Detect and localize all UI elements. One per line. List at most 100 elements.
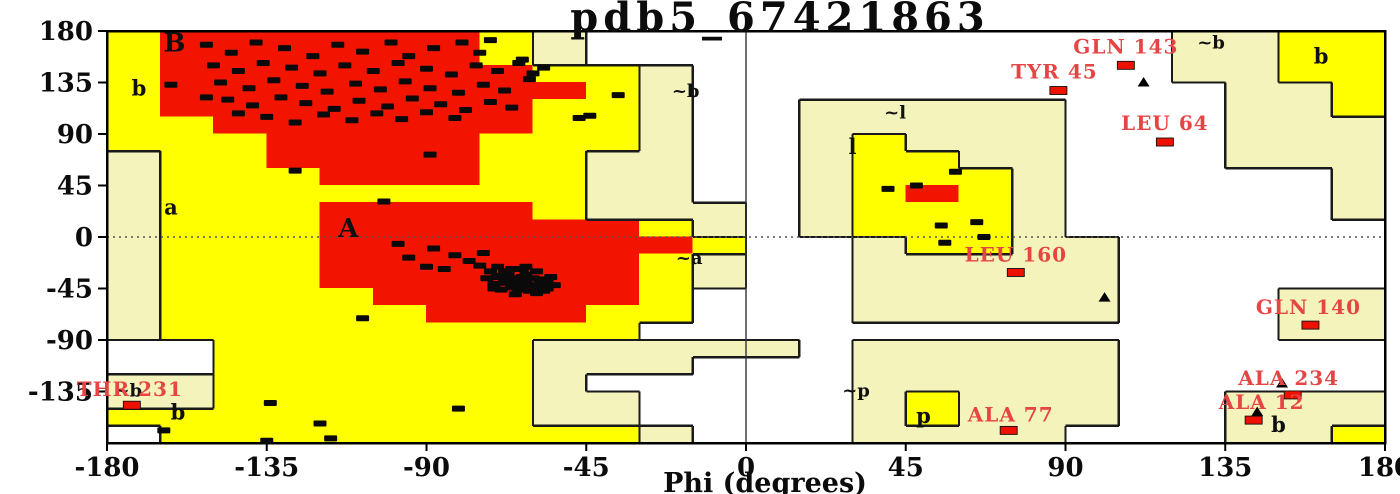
residue-marker — [352, 97, 366, 104]
residue-marker — [373, 86, 387, 93]
residue-marker — [231, 68, 245, 75]
region-label: b — [1271, 412, 1286, 437]
region-cell — [213, 322, 268, 341]
region-cell — [958, 373, 1013, 392]
residue-marker — [498, 87, 512, 94]
region-cell — [319, 339, 374, 358]
residue-marker — [391, 240, 405, 247]
glycine-marker — [1098, 292, 1111, 302]
region-cell — [585, 150, 640, 169]
region-cell — [159, 408, 214, 427]
residue-marker — [246, 102, 260, 109]
region-cell — [426, 288, 481, 307]
residue-marker — [345, 117, 359, 124]
residue-marker — [214, 79, 228, 86]
outlier-marker — [999, 425, 1018, 435]
region-cell — [1224, 30, 1279, 49]
residue-marker — [483, 98, 497, 105]
region-label: b — [171, 399, 186, 424]
region-cell — [692, 219, 747, 238]
region-cell — [106, 219, 161, 238]
x-tick-label: -90 — [403, 453, 450, 483]
region-cell — [319, 408, 374, 427]
region-cell — [585, 322, 640, 341]
region-cell — [159, 116, 214, 135]
residue-marker — [487, 280, 501, 287]
region-cell — [479, 185, 534, 204]
region-cell — [852, 425, 907, 444]
residue-marker — [207, 62, 220, 69]
region-cell — [1011, 253, 1066, 272]
region-cell — [1065, 391, 1120, 410]
residue-marker — [299, 100, 313, 107]
region-label: ~l — [884, 103, 906, 124]
region-cell — [1331, 185, 1386, 204]
region-cell — [319, 373, 374, 392]
region-cell — [532, 185, 587, 204]
region-cell — [1011, 236, 1066, 255]
glycine-marker — [1276, 377, 1289, 388]
region-cell — [852, 270, 907, 289]
region-cell — [798, 116, 853, 135]
region-cell — [585, 408, 640, 427]
region-cell — [266, 339, 321, 358]
region-cell — [532, 99, 587, 118]
region-cell — [1331, 305, 1386, 324]
x-tick-label: -45 — [563, 453, 610, 483]
glycine-marker — [1137, 77, 1150, 87]
region-cell — [1331, 116, 1386, 135]
region-cell — [585, 99, 640, 118]
region-cell — [319, 219, 374, 238]
region-cell — [106, 202, 161, 221]
residue-marker — [221, 96, 235, 103]
residue-marker — [263, 399, 277, 406]
region-cell — [479, 356, 534, 375]
region-cell — [639, 150, 694, 169]
region-cell — [479, 339, 534, 358]
region-cell — [213, 305, 268, 324]
region-cell — [1011, 99, 1066, 118]
residue-marker — [274, 94, 288, 101]
x-tick-label: 0 — [737, 453, 755, 483]
region-cell — [1278, 82, 1333, 101]
region-label: ~p — [842, 381, 870, 402]
outlier-label: GLN 143 — [1073, 34, 1178, 58]
region-cell — [958, 391, 1013, 410]
y-tick-label: 135 — [39, 69, 93, 99]
region-cell — [426, 425, 481, 444]
region-cell — [639, 219, 694, 238]
region-cell — [479, 30, 534, 49]
region-cell — [106, 82, 161, 101]
region-cell — [372, 270, 427, 289]
region-cell — [1011, 133, 1066, 152]
y-tick-label: 45 — [57, 172, 93, 202]
region-cell — [266, 253, 321, 272]
residue-marker — [427, 45, 441, 52]
region-cell — [1011, 116, 1066, 135]
residue-marker — [526, 275, 540, 282]
region-cell — [426, 116, 481, 135]
outlier-label: ALA 12 — [1218, 390, 1305, 414]
x-tick-label: -135 — [234, 453, 299, 483]
region-cell — [319, 253, 374, 272]
region-cell — [585, 133, 640, 152]
region-cell — [1278, 305, 1333, 324]
region-cell — [426, 150, 481, 169]
region-cell — [1331, 425, 1386, 444]
region-cell — [585, 219, 640, 238]
region-cell — [585, 202, 640, 221]
region-cell — [372, 425, 427, 444]
region-cell — [372, 391, 427, 410]
residue-marker — [427, 245, 441, 252]
region-label: ~b — [1197, 33, 1225, 54]
region-cell — [852, 408, 907, 427]
residue-marker — [324, 435, 338, 442]
region-cell — [905, 219, 960, 238]
residue-marker — [547, 282, 561, 289]
region-cell — [426, 99, 481, 118]
region-cell — [106, 133, 161, 152]
region-cell — [1065, 270, 1120, 289]
region-cell — [905, 305, 960, 324]
region-cell — [159, 373, 214, 392]
region-cell — [639, 339, 694, 358]
